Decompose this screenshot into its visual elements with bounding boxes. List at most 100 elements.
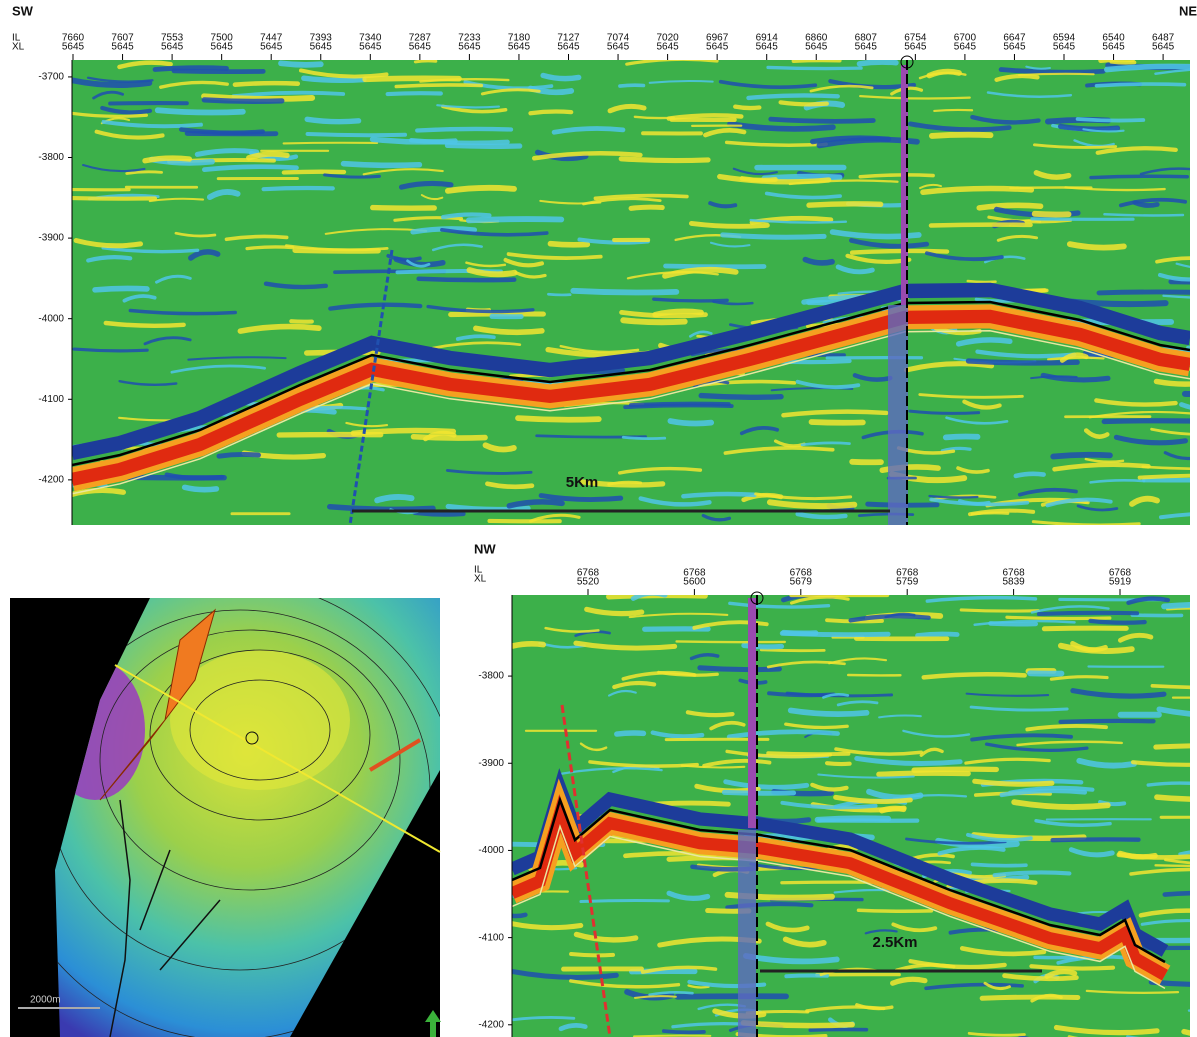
reflector [623,437,665,438]
trace-xl: 5645 [904,42,927,53]
reflector [742,178,775,180]
reflector [308,134,405,135]
reflector [1101,59,1133,60]
reflector [701,396,781,398]
reflector [809,204,881,205]
reflector [631,207,662,208]
reflector [1164,605,1197,607]
reflector [396,85,481,87]
reflector [1090,621,1144,623]
reflector [1119,855,1193,858]
reflector [1156,381,1197,384]
reflector [1070,244,1124,247]
reflector [932,135,991,136]
reflector [811,422,862,423]
reflector [747,1012,808,1013]
scale-bar-label: 2.5Km [872,934,917,951]
reflector [1044,628,1126,629]
reflector [1140,476,1197,478]
y-tick-label: -4100 [478,932,504,943]
reflector [625,405,732,407]
reflector [1156,865,1197,866]
trace-xl: 5839 [1002,577,1025,588]
reflector [968,281,996,282]
reflector [204,100,282,101]
reflector [518,418,599,420]
reflector [74,349,147,351]
reflector [768,753,848,754]
reflector [67,198,155,199]
reflector [419,279,514,280]
reflector [979,205,1040,208]
reflector [264,188,333,189]
reflector [388,93,441,94]
reflector [931,225,1031,226]
reflector [670,421,711,423]
reflector [879,773,968,774]
reflector [1039,613,1137,614]
seismic-section-top [60,59,1197,525]
reflector [550,244,587,245]
reflector [1061,721,1154,722]
reflector [810,1029,866,1030]
reflector [1099,292,1193,293]
trace-xl: 5645 [211,42,234,53]
reflector [330,507,433,510]
trace-xl: 5645 [656,42,679,53]
reflector [621,159,708,161]
reflector [1007,617,1110,618]
reflector [1104,214,1183,215]
reflector [1111,62,1134,63]
reflector [914,769,996,770]
reflector [1104,421,1193,422]
trace-xl: 5600 [683,577,706,588]
reflector [158,110,243,112]
trace-xl: 5645 [706,42,729,53]
trace-xl: 5645 [557,42,580,53]
reflector [771,119,874,121]
reflector [174,71,263,72]
trace-xl: 5645 [161,42,184,53]
reflector [530,112,571,114]
direction-label: NE [1179,3,1197,18]
trace-xl: 5645 [805,42,828,53]
well-log [901,65,908,305]
trace-xl: 5645 [111,42,134,53]
scale-bar-label: 5Km [566,474,599,491]
reflector [748,95,837,98]
well-log [888,305,908,525]
reflector [934,110,972,111]
trace-xl: 5645 [458,42,481,53]
reflector [284,143,377,144]
reflector [620,85,644,86]
direction-label: SW [12,3,34,18]
reflector [918,634,958,636]
reflector [973,864,1026,865]
reflector [573,291,676,293]
reflector [1053,455,1110,457]
reflector [414,437,486,438]
reflector [344,164,420,166]
reflector [724,792,793,793]
reflector [859,62,896,64]
reflector [827,763,850,764]
reflector [860,175,933,177]
y-tick-label: -4000 [38,313,64,324]
trace-xl: 5919 [1109,577,1132,588]
trace-xl: 5645 [1102,42,1125,53]
reflector [373,139,456,142]
reflector [469,219,561,220]
reflector [761,650,824,651]
reflector [781,102,827,104]
reflector [548,294,570,295]
trace-xl: 5645 [954,42,977,53]
reflector [447,145,519,146]
reflector [1165,893,1197,895]
reflector [677,641,785,642]
trace-xl: 5645 [260,42,283,53]
reflector [185,487,217,489]
reflector [1156,746,1197,747]
y-tick-label: -4000 [478,845,504,856]
reflector [235,83,298,85]
y-tick-label: -3900 [478,758,504,769]
